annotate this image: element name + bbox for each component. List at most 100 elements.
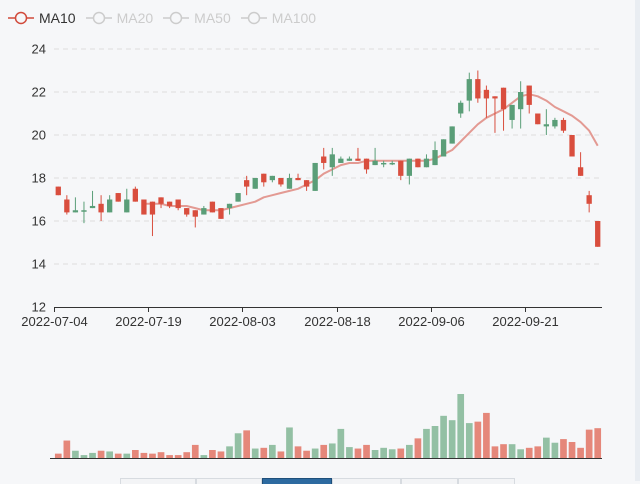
candle-down[interactable] xyxy=(355,147,361,161)
candle-up[interactable] xyxy=(338,156,344,163)
candle-down[interactable] xyxy=(500,87,507,131)
legend-line-circle-icon xyxy=(240,11,267,25)
volume-bar xyxy=(234,433,242,458)
y-tick-label: 20 xyxy=(32,128,46,143)
candle-up[interactable] xyxy=(458,100,464,118)
y-tick-label: 12 xyxy=(32,300,46,315)
candle-down[interactable] xyxy=(303,180,310,191)
candle-down[interactable] xyxy=(278,178,284,187)
candle-down[interactable] xyxy=(132,186,138,202)
bottom-tab-1[interactable] xyxy=(120,478,196,484)
candle-up[interactable] xyxy=(372,147,378,166)
bottom-tab-4[interactable] xyxy=(332,478,401,484)
candle-down[interactable] xyxy=(535,113,541,125)
candle-down[interactable] xyxy=(175,199,181,211)
candle-up[interactable] xyxy=(329,147,335,176)
candle-down[interactable] xyxy=(595,221,601,247)
candle-up[interactable] xyxy=(466,72,472,112)
candle-down[interactable] xyxy=(526,85,532,114)
candle-down[interactable] xyxy=(475,70,481,103)
candle-down[interactable] xyxy=(569,135,575,157)
volume-bar xyxy=(337,428,345,458)
candle-up[interactable] xyxy=(389,160,395,166)
volume-bar xyxy=(406,444,413,458)
candle-down[interactable] xyxy=(577,152,584,176)
volume-bar xyxy=(363,444,370,458)
candle-down[interactable] xyxy=(398,160,404,181)
candle-down[interactable] xyxy=(55,186,61,196)
volume-bar xyxy=(140,452,148,458)
candle-down[interactable] xyxy=(184,208,190,217)
volume-bar xyxy=(89,452,96,458)
candle-up[interactable] xyxy=(124,188,130,213)
candle-down[interactable] xyxy=(218,208,224,219)
bottom-tab-6[interactable] xyxy=(458,478,515,484)
bottom-tab-3[interactable] xyxy=(262,478,332,484)
candle-up[interactable] xyxy=(552,117,558,129)
volume-bar xyxy=(517,449,524,458)
volume-bar xyxy=(320,444,328,458)
volume-bar xyxy=(251,448,259,458)
candle-up[interactable] xyxy=(89,190,96,209)
bottom-tab-2[interactable] xyxy=(196,478,262,484)
legend-item-ma50[interactable]: MA50 xyxy=(163,10,231,26)
candle-down[interactable] xyxy=(321,147,327,170)
volume-bar xyxy=(209,450,216,458)
candle-down[interactable] xyxy=(98,195,104,221)
candle-down[interactable] xyxy=(363,158,370,174)
candle-down[interactable] xyxy=(483,85,490,118)
candle-up[interactable] xyxy=(312,162,318,191)
candle-up[interactable] xyxy=(449,126,455,144)
volume-bar xyxy=(303,450,310,458)
candle-up[interactable] xyxy=(226,203,233,215)
candle-down[interactable] xyxy=(295,173,301,181)
scrollbar-track[interactable] xyxy=(635,0,640,481)
candle-down[interactable] xyxy=(560,117,567,133)
volume-bar xyxy=(585,429,593,458)
candle-up[interactable] xyxy=(72,197,79,213)
volume-bar xyxy=(157,452,165,458)
volume-bar xyxy=(500,444,507,458)
candle-down[interactable] xyxy=(586,190,592,213)
candle-down[interactable] xyxy=(166,201,173,209)
candle-down[interactable] xyxy=(149,201,156,237)
legend-item-ma10[interactable]: MA10 xyxy=(8,10,76,26)
volume-bar xyxy=(286,427,293,458)
bottom-tab-5[interactable] xyxy=(401,478,458,484)
candle-down[interactable] xyxy=(192,210,198,228)
candle-down[interactable] xyxy=(244,175,250,196)
volume-bar xyxy=(269,444,276,458)
candle-up[interactable] xyxy=(423,154,430,168)
volume-bar xyxy=(149,453,156,458)
candle-up[interactable] xyxy=(286,173,293,189)
candle-up[interactable] xyxy=(81,201,87,224)
candle-down[interactable] xyxy=(64,195,70,215)
y-tick-label: 16 xyxy=(32,214,46,229)
candle-up[interactable] xyxy=(381,160,387,168)
candle-up[interactable] xyxy=(440,139,447,157)
candle-up[interactable] xyxy=(543,109,549,135)
legend-item-ma20[interactable]: MA20 xyxy=(85,10,153,26)
candle-down[interactable] xyxy=(415,158,421,168)
candle-down[interactable] xyxy=(209,201,216,213)
candle-up[interactable] xyxy=(406,158,412,185)
candle-up[interactable] xyxy=(509,104,515,129)
candle-up[interactable] xyxy=(432,141,438,166)
x-axis: 2022-07-04 2022-07-19 2022-08-03 2022-08-18… xyxy=(21,307,602,329)
candle-up[interactable] xyxy=(235,193,241,202)
y-axis: 12 14 16 18 20 22 24 xyxy=(32,42,46,315)
candle-up[interactable] xyxy=(252,178,258,189)
candle-down[interactable] xyxy=(158,197,164,209)
volume-bar xyxy=(217,451,225,458)
candle-up[interactable] xyxy=(518,81,524,129)
legend-item-ma100[interactable]: MA100 xyxy=(240,10,316,26)
candle-down[interactable] xyxy=(261,173,267,187)
legend-line-circle-icon xyxy=(163,11,190,25)
candle-down[interactable] xyxy=(141,199,147,215)
candle-up[interactable] xyxy=(201,205,207,215)
candle-up[interactable] xyxy=(346,156,353,161)
candle-down[interactable] xyxy=(115,193,121,202)
candle-up[interactable] xyxy=(107,195,113,213)
candle-down[interactable] xyxy=(492,96,498,133)
candle-up[interactable] xyxy=(269,175,275,183)
